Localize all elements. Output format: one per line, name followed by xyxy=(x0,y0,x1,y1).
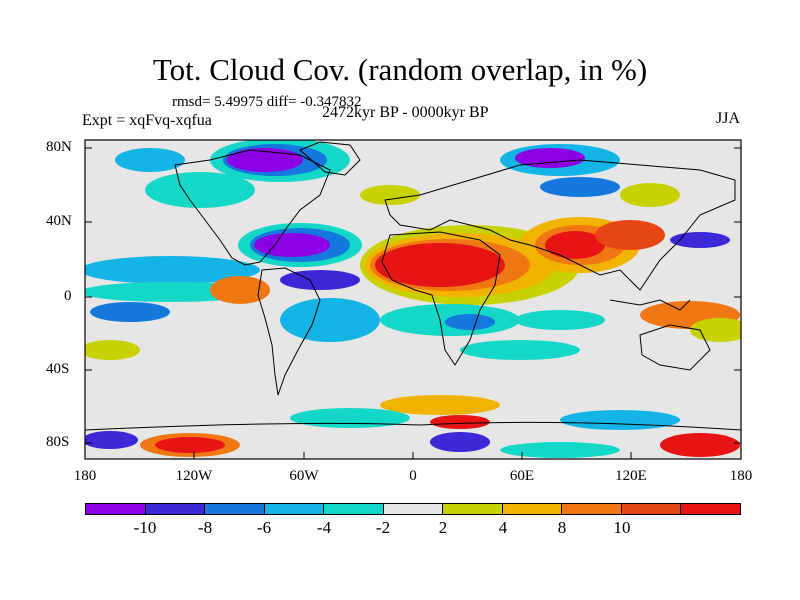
x-tick-label: 180 xyxy=(729,468,753,484)
x-tick-label: 180 xyxy=(73,468,97,484)
colorbar-label: -4 xyxy=(316,518,332,537)
y-tick-label: 80S xyxy=(46,434,70,450)
colorbar-label: 2 xyxy=(438,518,448,537)
colorbar-swatch xyxy=(86,504,146,514)
colorbar-label: -6 xyxy=(256,518,272,537)
y-tick-label: 40N xyxy=(46,213,72,229)
colorbar-label: 8 xyxy=(557,518,567,537)
x-tick-label: 120E xyxy=(615,468,647,484)
colorbar-label: -8 xyxy=(197,518,213,537)
x-tick-label: 0 xyxy=(409,468,417,484)
colorbar-label: 10 xyxy=(613,518,631,537)
colorbar-swatch xyxy=(681,504,741,514)
axis-ticks xyxy=(84,147,742,459)
y-tick-label: 80N xyxy=(46,139,72,155)
colorbar-label: 4 xyxy=(498,518,508,537)
colorbar-label: -10 xyxy=(133,518,157,537)
x-tick-label: 60W xyxy=(289,468,319,484)
colorbar-swatch xyxy=(502,504,563,514)
anomaly-contours xyxy=(85,140,741,458)
map-field xyxy=(85,140,741,459)
stats-text: rmsd= 5.49975 diff= -0.347832 xyxy=(172,94,362,110)
coastlines xyxy=(85,141,741,431)
colorbar-swatch xyxy=(205,504,265,514)
colorbar-swatch xyxy=(383,504,444,514)
period-text: 2472kyr BP - 0000kyr BP xyxy=(322,104,489,121)
experiment-label: Expt = xqFvq-xqfua xyxy=(82,112,212,129)
y-tick-label: 40S xyxy=(46,361,70,377)
season-label: JJA xyxy=(715,110,740,127)
map-title: Tot. Cloud Cov. (random overlap, in %) xyxy=(152,52,648,87)
colorbar-swatch xyxy=(443,504,503,514)
colorbar-swatch xyxy=(562,504,622,514)
colorbar-swatch xyxy=(621,504,682,514)
colorbar-label: -2 xyxy=(375,518,391,537)
colorbar xyxy=(85,503,741,515)
x-tick-label: 120W xyxy=(175,468,213,484)
colorbar-swatch xyxy=(264,504,325,514)
x-tick-label: 60E xyxy=(509,468,535,484)
y-tick-label: 0 xyxy=(64,288,72,304)
colorbar-swatch xyxy=(145,504,206,514)
colorbar-swatch xyxy=(324,504,384,514)
